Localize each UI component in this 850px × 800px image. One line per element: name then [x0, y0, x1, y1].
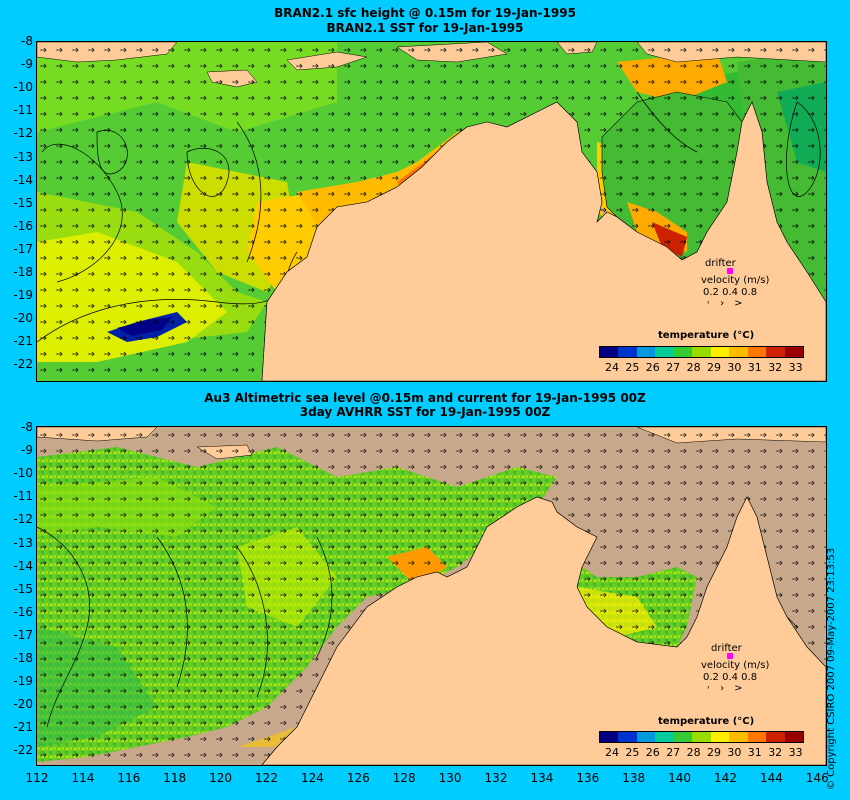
colorbar-tick-label: 31: [747, 746, 762, 759]
top-colorbar: [599, 346, 804, 358]
bottom-drifter-label: drifter: [711, 643, 742, 654]
colorbar-tick-label: 30: [727, 746, 742, 759]
bottom-lat-tick: -9: [21, 443, 33, 458]
bottom-lat-tick: -13: [13, 535, 33, 550]
bottom-lat-tick: -8: [21, 420, 33, 434]
bottom-velocity-label: velocity (m/s): [701, 660, 770, 671]
colorbar-tick-label: 33: [788, 361, 803, 374]
lon-tick: 118: [163, 771, 187, 785]
top-lat-tick: -21: [13, 334, 33, 349]
colorbar-tick-label: 30: [727, 361, 742, 374]
top-map-panel: [36, 41, 827, 382]
colorbar-tick-label: 31: [747, 361, 762, 374]
top-drifter-marker: [727, 268, 733, 274]
bottom-title-1: Au3 Altimetric sea level @0.15m and curr…: [204, 391, 646, 405]
top-title-2: BRAN2.1 SST for 19-Jan-1995: [326, 21, 524, 35]
top-lat-tick: -18: [13, 265, 33, 279]
colorbar-tick-label: 24: [605, 361, 619, 374]
bottom-lat-tick: -14: [13, 558, 33, 573]
colorbar-tick-label: 27: [666, 361, 681, 374]
top-velocity-scale: 0.2 0.4 0.8: [703, 287, 758, 298]
lon-tick: 134: [530, 771, 554, 785]
top-lat-tick: -8: [21, 34, 33, 48]
lon-tick: 138: [622, 771, 646, 785]
bottom-lat-tick: -17: [13, 627, 33, 642]
top-lat-tick: -14: [13, 172, 33, 187]
bottom-lat-tick: -11: [13, 489, 33, 504]
colorbar-tick-label: 32: [768, 746, 783, 759]
bottom-legend-title: temperature (°C): [658, 716, 755, 727]
colorbar-tick-label: 27: [666, 746, 681, 759]
bottom-colorbar: [599, 731, 804, 743]
bottom-lat-tick: -19: [13, 674, 33, 689]
lon-tick: 124: [300, 771, 324, 785]
top-lat-tick: -19: [13, 288, 33, 303]
bottom-lat-tick: -16: [13, 604, 33, 619]
top-lat-tick: -22: [13, 357, 33, 372]
lon-tick: 126: [346, 771, 370, 785]
lon-tick: 144: [759, 771, 783, 785]
bottom-lat-tick: -12: [13, 512, 33, 527]
bottom-lat-tick: -21: [13, 720, 33, 735]
colorbar-tick-label: 25: [625, 361, 640, 374]
lon-tick: 120: [209, 771, 233, 785]
top-lat-tick: -13: [13, 149, 33, 164]
colorbar-tick-label: 33: [788, 746, 803, 759]
lon-tick: 136: [576, 771, 600, 785]
lon-tick: 116: [117, 771, 141, 785]
colorbar-tick-label: 28: [686, 746, 701, 759]
top-legend-title: temperature (°C): [658, 330, 755, 341]
bottom-map-panel: [36, 426, 827, 766]
lon-tick: 122: [255, 771, 278, 785]
colorbar-tick-label: 28: [686, 361, 701, 374]
bottom-velocity-scale: 0.2 0.4 0.8: [703, 672, 758, 683]
colorbar-tick-label: 26: [645, 361, 660, 374]
lon-tick: 114: [71, 771, 95, 785]
bottom-title-2: 3day AVHRR SST for 19-Jan-1995 00Z: [299, 405, 551, 419]
colorbar-tick-label: 29: [707, 361, 721, 374]
bottom-lat-tick: -10: [13, 466, 33, 481]
bottom-lat-tick: -18: [13, 651, 33, 665]
top-sst-map: [37, 42, 826, 381]
copyright-notice: © Copyright CSIRO 2007 09-May-2007 23:13…: [826, 547, 837, 790]
top-title-1: BRAN2.1 sfc height @ 0.15m for 19-Jan-19…: [274, 6, 576, 20]
lon-tick: 112: [25, 771, 49, 785]
top-velocity-label: velocity (m/s): [701, 275, 770, 286]
top-lat-tick: -12: [13, 126, 33, 141]
top-lat-tick: -16: [13, 218, 33, 233]
top-drifter-label: drifter: [705, 258, 736, 269]
lon-tick: 130: [438, 771, 462, 785]
bottom-avhrr-map: [37, 427, 826, 765]
top-lat-tick: -10: [13, 80, 33, 95]
top-lat-tick: -17: [13, 241, 33, 256]
colorbar-tick-label: 24: [605, 746, 619, 759]
top-lat-tick: -11: [13, 103, 33, 118]
top-lat-tick: -9: [21, 57, 33, 72]
top-velocity-arrows: ˒›>: [707, 298, 753, 309]
bottom-lat-tick: -15: [13, 581, 33, 596]
bottom-lat-tick: -20: [13, 697, 33, 712]
lon-tick: 128: [392, 771, 416, 785]
lon-tick: 142: [714, 771, 737, 785]
lon-tick: 146: [805, 771, 829, 785]
colorbar-tick-label: 26: [645, 746, 660, 759]
lon-tick: 132: [484, 771, 508, 785]
bottom-lat-tick: -22: [13, 743, 33, 758]
bottom-velocity-arrows: ˒›>: [707, 683, 753, 694]
colorbar-tick-label: 25: [625, 746, 640, 759]
lon-tick: 140: [668, 771, 692, 785]
colorbar-tick-label: 29: [707, 746, 721, 759]
bottom-drifter-marker: [727, 653, 733, 659]
top-lat-tick: -15: [13, 195, 33, 210]
colorbar-tick-label: 32: [768, 361, 783, 374]
top-lat-tick: -20: [13, 311, 33, 326]
